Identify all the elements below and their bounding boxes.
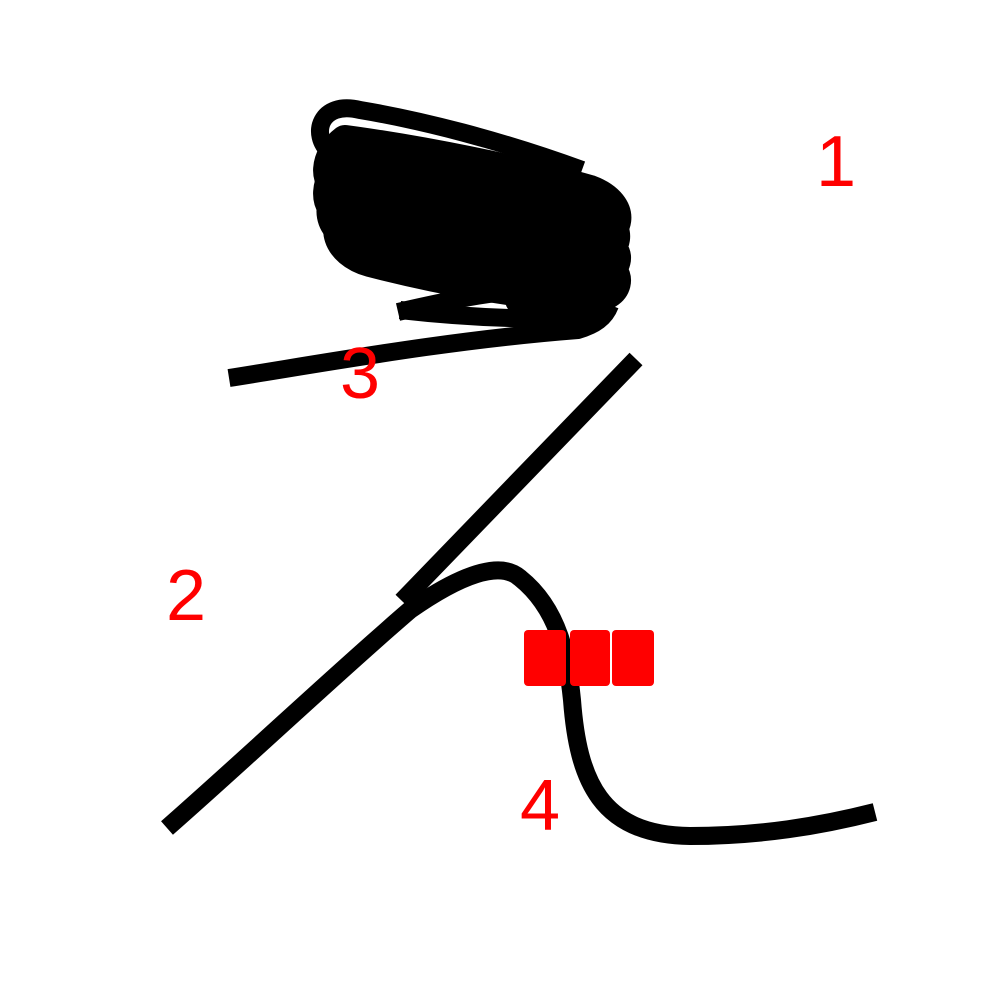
marker-square-3 — [612, 630, 654, 686]
stroke-3-tail — [227, 301, 619, 387]
stroke-2-diagonal — [395, 352, 643, 608]
marker-square-1 — [524, 630, 566, 686]
stroke-label-3: 3 — [340, 334, 380, 414]
marker-square-2 — [570, 630, 610, 686]
marker-group — [524, 630, 654, 686]
stroke-1-scribble — [311, 99, 632, 328]
stroke-label-4: 4 — [520, 766, 560, 846]
stroke-label-1: 1 — [816, 122, 856, 202]
stroke-label-2: 2 — [166, 556, 206, 636]
